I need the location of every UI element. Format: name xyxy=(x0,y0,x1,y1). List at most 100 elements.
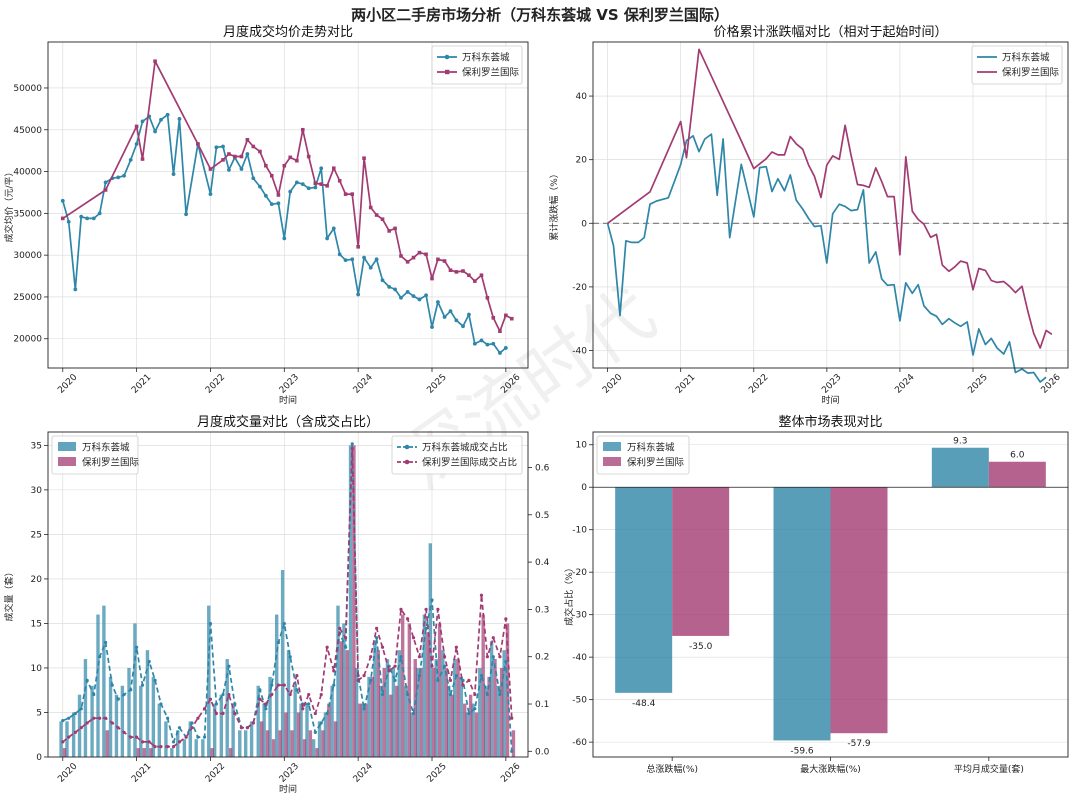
volume-bar xyxy=(426,632,430,757)
data-point xyxy=(85,216,90,221)
ytick-label: 50000 xyxy=(13,84,42,94)
share-point xyxy=(295,674,299,678)
share-point xyxy=(319,721,323,725)
share-point xyxy=(233,711,237,716)
share-point xyxy=(399,655,403,659)
data-point xyxy=(60,216,65,221)
xtick-label: 2020 xyxy=(601,372,624,395)
data-point xyxy=(184,212,188,217)
volume-bar xyxy=(127,667,131,757)
volume-bar xyxy=(416,667,420,757)
data-point xyxy=(424,293,428,298)
volume-bar xyxy=(463,703,467,757)
data-point xyxy=(503,346,508,350)
share-point xyxy=(295,688,299,692)
metric-bar xyxy=(615,487,673,693)
data-point xyxy=(159,117,163,122)
share-point xyxy=(344,636,348,640)
data-point xyxy=(60,198,65,203)
share-point xyxy=(282,683,286,687)
volume-bar xyxy=(212,703,217,757)
share-point xyxy=(258,688,262,692)
xtick-label: 2021 xyxy=(130,372,153,395)
x-axis-label: 时间 xyxy=(279,394,297,406)
volume-bar xyxy=(271,739,276,757)
data-point xyxy=(269,202,274,207)
panel-title: 价格累计涨跌幅对比（相对于起始时间） xyxy=(713,24,947,40)
volume-bar xyxy=(397,650,401,757)
volume-bar xyxy=(182,739,187,757)
volume-bar xyxy=(336,605,340,757)
ytick-label: 15 xyxy=(31,619,42,629)
data-point xyxy=(214,145,219,150)
data-point xyxy=(350,192,355,196)
volume-bar xyxy=(358,703,362,757)
share-point xyxy=(442,655,447,659)
ytick-label: 25 xyxy=(31,530,42,540)
volume-bar xyxy=(302,739,307,757)
share-point xyxy=(153,678,157,682)
volume-bar xyxy=(194,739,198,757)
share-point xyxy=(479,593,484,597)
data-point xyxy=(442,315,447,319)
data-point xyxy=(343,258,348,263)
volume-bar xyxy=(256,685,260,757)
data-point xyxy=(479,338,484,343)
data-point xyxy=(295,158,299,163)
volume-bar xyxy=(268,676,272,757)
xtick-label: 2023 xyxy=(278,372,301,395)
chart-price-trend: 20000 25000 30000 35000 40000 45000 50000 2020 2… xyxy=(3,24,529,406)
data-point xyxy=(208,192,213,197)
data-point xyxy=(485,342,490,347)
volume-bar xyxy=(164,721,168,757)
xtick-label: 2025 xyxy=(425,761,448,784)
data-point xyxy=(491,341,496,346)
y2tick-label: 0.6 xyxy=(535,463,550,473)
data-point xyxy=(313,185,318,190)
share-point xyxy=(214,711,218,716)
y-axis-label: 累计涨跌幅（%） xyxy=(548,169,560,241)
data-point xyxy=(424,252,428,257)
share-point xyxy=(227,692,231,697)
share-point xyxy=(288,692,292,697)
volume-bar xyxy=(391,667,396,757)
share-point xyxy=(369,655,373,659)
volume-bar xyxy=(207,605,211,757)
data-point xyxy=(66,219,71,224)
legend-label: 万科东荟城 xyxy=(462,52,510,64)
share-point xyxy=(129,688,133,692)
data-point xyxy=(362,156,366,160)
data-point xyxy=(467,312,471,317)
volume-bar xyxy=(83,659,88,757)
volume-bar xyxy=(286,650,291,757)
data-point xyxy=(399,254,403,258)
bar-value-label: -57.9 xyxy=(847,739,871,749)
share-point xyxy=(485,655,489,659)
volume-bar xyxy=(478,667,482,757)
ytick-label: 20 xyxy=(576,156,588,166)
data-point xyxy=(399,295,403,300)
share-point xyxy=(276,640,280,645)
data-point xyxy=(116,175,121,180)
share-point xyxy=(393,678,397,682)
data-point xyxy=(417,250,422,255)
data-point xyxy=(227,167,231,172)
volume-bar xyxy=(201,739,205,757)
volume-bar xyxy=(170,748,174,757)
data-point xyxy=(165,112,170,117)
volume-bar xyxy=(471,703,475,757)
data-point xyxy=(498,329,502,334)
volume-bar xyxy=(367,676,371,757)
legend-marker xyxy=(404,459,410,465)
share-point xyxy=(184,735,188,739)
share-point xyxy=(171,744,176,749)
volume-bar xyxy=(364,703,368,757)
data-point xyxy=(103,180,108,185)
share-point xyxy=(166,716,170,720)
share-point xyxy=(214,702,218,706)
data-point xyxy=(177,117,182,121)
share-point xyxy=(264,702,268,706)
volume-bar xyxy=(311,739,316,757)
share-point xyxy=(356,678,360,682)
volume-bar xyxy=(456,659,460,757)
